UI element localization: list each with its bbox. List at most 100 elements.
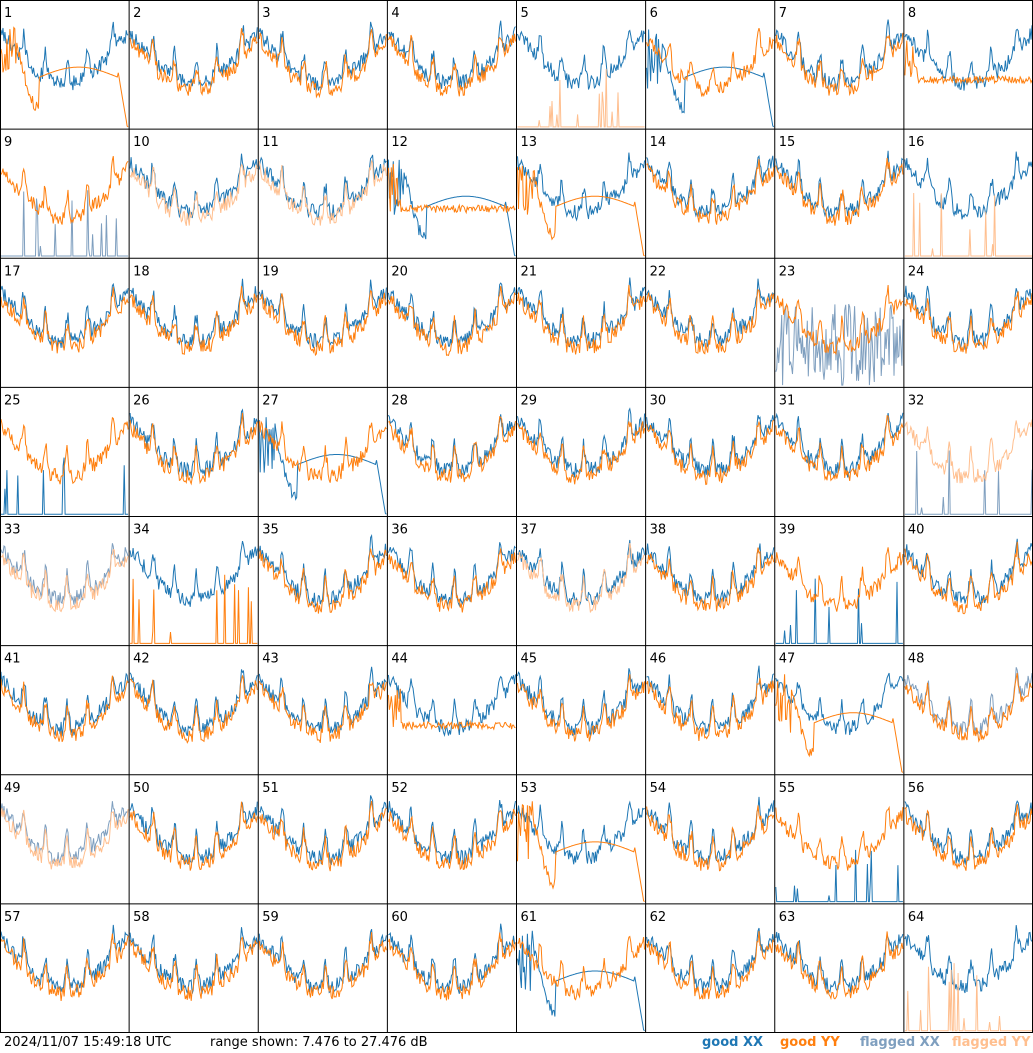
series-yy-line bbox=[646, 930, 775, 1000]
panel-30: 30 bbox=[645, 387, 775, 517]
panel-7: 7 bbox=[774, 0, 904, 130]
panel-16: 16 bbox=[903, 129, 1033, 259]
series-yy-line bbox=[904, 40, 1033, 85]
series-xx-line bbox=[517, 152, 646, 222]
panel-frame bbox=[387, 645, 517, 775]
panel-frame bbox=[387, 774, 517, 904]
panel-45: 45 bbox=[516, 645, 646, 775]
panel-frame bbox=[903, 903, 1033, 1033]
series-yy-line bbox=[129, 412, 258, 486]
series-yy-line bbox=[258, 29, 387, 99]
series-yy-line bbox=[646, 419, 775, 486]
panel-frame bbox=[645, 774, 775, 904]
panel-label: 20 bbox=[391, 264, 408, 279]
series-yy-line bbox=[258, 680, 387, 743]
series-xx-line bbox=[129, 540, 258, 607]
panel-label: 25 bbox=[4, 393, 21, 408]
panel-33: 33 bbox=[0, 516, 130, 646]
panel-label: 46 bbox=[650, 652, 667, 667]
series-xx-line bbox=[129, 278, 258, 350]
panel-label: 8 bbox=[908, 6, 916, 21]
panel-frame bbox=[0, 903, 130, 1033]
timestamp-label: 2024/11/07 15:49:18 UTC bbox=[4, 1035, 172, 1050]
series-yy-line bbox=[775, 805, 904, 871]
panel-label: 19 bbox=[262, 264, 279, 279]
panel-8: 8 bbox=[903, 0, 1033, 130]
panel-label: 16 bbox=[908, 135, 925, 150]
panel-2: 2 bbox=[129, 0, 259, 130]
panel-label: 54 bbox=[650, 781, 667, 796]
panel-frame bbox=[0, 129, 130, 259]
panel-frame bbox=[387, 0, 517, 130]
series-yy-line bbox=[646, 678, 775, 742]
panel-label: 1 bbox=[4, 6, 12, 21]
panel-frame bbox=[129, 387, 259, 517]
panel-label: 33 bbox=[4, 523, 21, 538]
panel-1: 1 bbox=[0, 0, 130, 130]
series-xx-line bbox=[1, 190, 129, 257]
panel-label: 63 bbox=[779, 910, 796, 925]
series-yy-line bbox=[646, 27, 775, 98]
panel-label: 52 bbox=[391, 781, 408, 796]
panel-19: 19 bbox=[258, 258, 388, 388]
series-xx-line bbox=[904, 450, 1033, 515]
panel-label: 45 bbox=[521, 652, 538, 667]
panel-frame bbox=[774, 645, 904, 775]
panel-frame bbox=[0, 645, 130, 775]
panel-label: 23 bbox=[779, 264, 796, 279]
panel-label: 17 bbox=[4, 264, 21, 279]
series-xx-line bbox=[0, 924, 129, 993]
panel-label: 4 bbox=[391, 6, 399, 21]
panel-label: 28 bbox=[391, 393, 408, 408]
series-xx-line bbox=[517, 29, 646, 90]
series-yy-line bbox=[517, 542, 645, 613]
series-xx-line bbox=[775, 672, 904, 736]
series-yy-line bbox=[387, 163, 516, 215]
panel-24: 24 bbox=[903, 258, 1033, 388]
panel-label: 18 bbox=[133, 264, 150, 279]
panel-frame bbox=[645, 129, 775, 259]
series-yy-line bbox=[0, 155, 129, 225]
panel-frame bbox=[258, 645, 388, 775]
panel-frame bbox=[774, 903, 904, 1033]
series-xx-line bbox=[904, 667, 1033, 736]
panel-frame bbox=[387, 258, 517, 388]
series-xx-line bbox=[129, 801, 258, 865]
series-yy-line bbox=[129, 285, 258, 355]
panel-38: 38 bbox=[645, 516, 775, 646]
panel-frame bbox=[387, 387, 517, 517]
panel-61: 61 bbox=[516, 903, 646, 1033]
panel-frame bbox=[645, 0, 775, 130]
panel-frame bbox=[774, 774, 904, 904]
panel-14: 14 bbox=[645, 129, 775, 259]
panel-label: 56 bbox=[908, 781, 925, 796]
series-yy-line bbox=[646, 288, 775, 355]
legend-flagged-yy: flagged YY bbox=[952, 1035, 1031, 1050]
panel-label: 42 bbox=[133, 652, 150, 667]
series-yy-line bbox=[517, 801, 645, 902]
panel-40: 40 bbox=[903, 516, 1033, 646]
series-xx-line bbox=[775, 303, 904, 386]
panel-53: 53 bbox=[516, 774, 646, 904]
panel-frame bbox=[774, 0, 904, 130]
panel-4: 4 bbox=[387, 0, 517, 130]
panel-62: 62 bbox=[645, 903, 775, 1033]
panel-47: 47 bbox=[774, 645, 904, 775]
panel-25: 25 bbox=[0, 387, 130, 517]
panel-label: 29 bbox=[521, 393, 538, 408]
panel-52: 52 bbox=[387, 774, 517, 904]
panel-frame bbox=[774, 129, 904, 259]
panel-29: 29 bbox=[516, 387, 646, 517]
series-yy-line bbox=[517, 165, 645, 257]
series-xx-line bbox=[775, 578, 903, 644]
panel-label: 34 bbox=[133, 523, 150, 538]
panel-label: 49 bbox=[4, 781, 21, 796]
series-yy-line bbox=[517, 421, 646, 485]
panel-48: 48 bbox=[903, 645, 1033, 775]
series-yy-line bbox=[388, 416, 516, 483]
panel-frame bbox=[129, 0, 259, 130]
panel-label: 26 bbox=[133, 393, 150, 408]
series-xx-line bbox=[646, 543, 775, 607]
series-yy-line bbox=[904, 672, 1033, 743]
